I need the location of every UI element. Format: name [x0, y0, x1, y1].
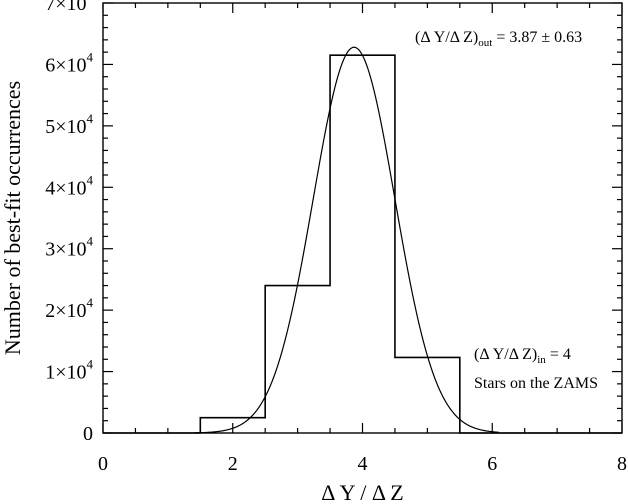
y-tick-label-5: 5×104: [45, 111, 93, 138]
x-tick-label-1: 2: [228, 453, 238, 475]
histogram-bin-1: [265, 286, 330, 433]
fit-result-annotation: (Δ Y/Δ Z)out = 3.87 ± 0.63: [415, 29, 582, 49]
y-tick-label-0: 0: [83, 423, 93, 445]
input-value-annotation: (Δ Y/Δ Z)in = 4: [474, 346, 571, 366]
y-tick-label-4: 4×104: [45, 172, 93, 199]
input-value-subscript: in: [537, 354, 546, 366]
y-tick-label-7: 7×104: [45, 0, 93, 15]
gaussian-fit-curve: [193, 46, 499, 434]
fit-result-value: = 3.87 ± 0.63: [492, 29, 582, 46]
y-tick-label-2: 2×104: [45, 295, 93, 322]
y-tick-label-1: 1×104: [45, 357, 93, 384]
input-value-value: = 4: [546, 346, 571, 363]
x-tick-label-2: 4: [358, 453, 368, 475]
sample-note-annotation: Stars on the ZAMS: [474, 375, 598, 392]
x-tick-label-0: 0: [98, 453, 108, 475]
input-value-prefix: (Δ Y/Δ Z): [474, 346, 537, 363]
tick-labels: 0 2 4 6 8 0 1×104 2×104 3×104 4×104 5×104 6×104 7×10…: [45, 0, 627, 475]
x-tick-label-3: 6: [487, 453, 497, 475]
axis-ticks: [102, 2, 623, 434]
histogram-outline: [103, 54, 622, 434]
y-tick-label-3: 3×104: [45, 234, 93, 261]
fit-result-subscript: out: [478, 37, 492, 49]
histogram-bin-3: [395, 357, 460, 433]
plot-frame: [102, 2, 623, 434]
y-tick-label-6: 6×104: [45, 49, 93, 76]
x-tick-label-4: 8: [617, 453, 627, 475]
y-axis-title: Number of best-fit occurrences: [0, 81, 25, 355]
x-axis-title: Δ Y / Δ Z: [321, 480, 404, 504]
fit-result-prefix: (Δ Y/Δ Z): [415, 29, 478, 46]
histogram-bin-2: [330, 55, 395, 433]
